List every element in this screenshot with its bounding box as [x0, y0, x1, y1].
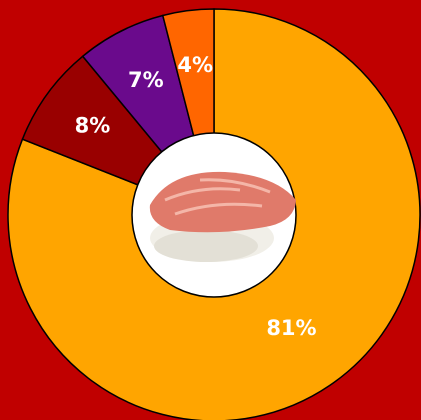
value-label: 4% [177, 53, 213, 77]
center-image [131, 132, 297, 298]
labels: 81% 8% 7% 4% [75, 53, 317, 340]
value-label: 7% [128, 68, 164, 92]
value-label: 81% [266, 316, 316, 340]
rice-shadow [154, 230, 258, 262]
fish-stripes [164, 178, 271, 216]
value-label: 8% [75, 114, 111, 138]
